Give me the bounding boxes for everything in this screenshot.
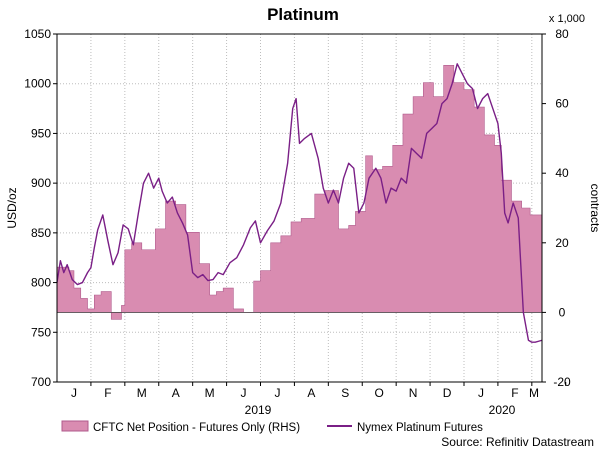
month-label: J bbox=[478, 386, 484, 400]
legend-swatch-cftc bbox=[61, 420, 89, 432]
month-label: N bbox=[409, 386, 418, 400]
chart-title: Platinum bbox=[267, 5, 339, 24]
left-tick-label: 1050 bbox=[24, 27, 51, 41]
platinum-price-series bbox=[56, 63, 543, 343]
left-axis-label: USD/oz bbox=[5, 187, 19, 228]
right-tick-label: 40 bbox=[555, 166, 569, 180]
right-axis-multiplier: x 1,000 bbox=[549, 13, 585, 25]
nymex-price-line bbox=[56, 63, 543, 343]
month-label: A bbox=[307, 386, 315, 400]
cftc-area-path bbox=[56, 65, 543, 320]
month-label: O bbox=[375, 386, 384, 400]
year-label-2019: 2019 bbox=[245, 403, 272, 417]
month-label: M bbox=[529, 386, 539, 400]
month-label: J bbox=[241, 386, 247, 400]
month-label: A bbox=[172, 386, 180, 400]
month-label: F bbox=[511, 386, 518, 400]
left-tick-label: 700 bbox=[31, 375, 51, 389]
legend: CFTC Net Position - Futures Only (RHS) N… bbox=[61, 420, 483, 434]
cftc-area-series bbox=[56, 65, 543, 320]
right-tick-label: 20 bbox=[555, 236, 569, 250]
left-tick-label: 1000 bbox=[24, 77, 51, 91]
month-label: J bbox=[71, 386, 77, 400]
right-tick-label: 0 bbox=[559, 305, 566, 319]
right-tick-label: -20 bbox=[553, 375, 571, 389]
month-label: J bbox=[274, 386, 280, 400]
left-axis-ticks: 700 750 800 850 900 950 1000 1050 bbox=[24, 27, 57, 389]
year-label-2020: 2020 bbox=[489, 403, 516, 417]
plot-border bbox=[56, 33, 543, 383]
month-label: S bbox=[341, 386, 349, 400]
month-label: D bbox=[443, 386, 452, 400]
left-tick-label: 850 bbox=[31, 226, 51, 240]
legend-label-cftc: CFTC Net Position - Futures Only (RHS) bbox=[93, 422, 300, 434]
left-tick-label: 800 bbox=[31, 276, 51, 290]
right-axis-label: contracts bbox=[588, 184, 600, 233]
legend-label-nymex: Nymex Platinum Futures bbox=[357, 422, 483, 434]
left-tick-label: 950 bbox=[31, 126, 51, 140]
left-tick-label: 900 bbox=[31, 176, 51, 190]
right-tick-label: 80 bbox=[555, 27, 569, 41]
month-label: M bbox=[205, 386, 215, 400]
right-axis-ticks: -20 0 20 40 60 80 bbox=[542, 27, 571, 389]
month-label: F bbox=[104, 386, 111, 400]
source-note: Source: Refinitiv Datastream bbox=[441, 435, 594, 449]
month-label: M bbox=[137, 386, 147, 400]
left-tick-label: 750 bbox=[31, 325, 51, 339]
right-tick-label: 60 bbox=[555, 97, 569, 111]
legend-item-cftc: CFTC Net Position - Futures Only (RHS) bbox=[61, 420, 300, 434]
legend-item-nymex: Nymex Platinum Futures bbox=[327, 422, 483, 434]
